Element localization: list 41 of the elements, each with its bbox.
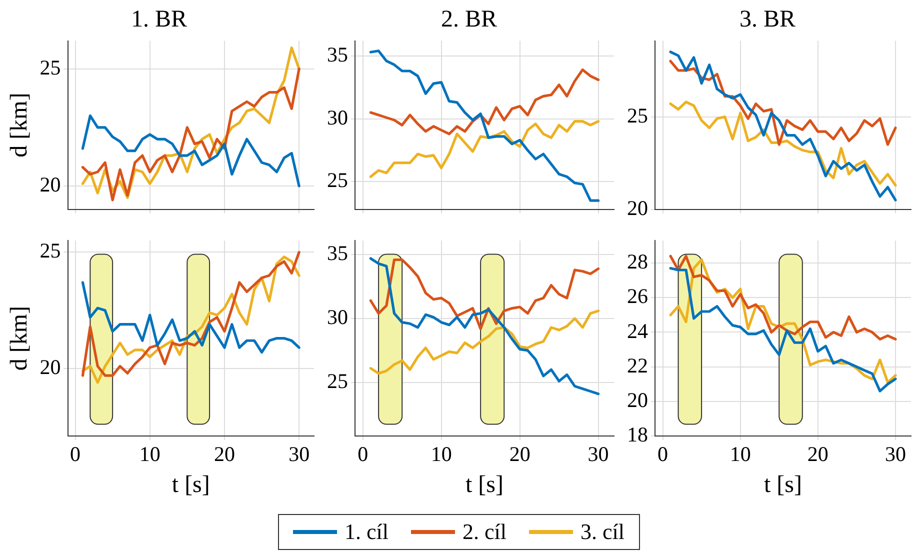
chart-title: 3. BR	[739, 6, 796, 33]
legend-label: 3. cíl	[580, 519, 624, 545]
y-tick-label: 25	[627, 103, 648, 128]
x-tick-label: 30	[288, 442, 310, 466]
y-tick-label: 25	[40, 238, 61, 263]
y-tick-label: 30	[327, 305, 348, 330]
y-tick-label: 24	[627, 318, 648, 343]
y-tick-label: 20	[40, 172, 61, 196]
y-tick-label: 35	[327, 241, 348, 266]
x-tick-label: 0	[358, 442, 368, 466]
y-tick-label: 20	[627, 196, 648, 220]
y-tick-label: 25	[327, 368, 348, 393]
x-tick-label: 0	[658, 442, 668, 466]
y-tick-label: 18	[627, 422, 648, 447]
x-tick-label: 20	[214, 442, 235, 466]
y-tick-label: 26	[627, 284, 648, 308]
x-axis-title: t [s]	[172, 472, 210, 498]
y-tick-label: 28	[627, 250, 648, 274]
y-tick-label: 30	[327, 105, 348, 130]
x-tick-label: 20	[807, 442, 828, 466]
x-tick-label: 10	[139, 442, 160, 466]
x-axis-title: t [s]	[764, 472, 802, 498]
y-tick-label: 22	[627, 353, 648, 378]
x-tick-label: 10	[730, 442, 751, 466]
x-tick-label: 30	[884, 442, 906, 466]
legend-label: 1. cíl	[344, 519, 388, 545]
y-axis-title: d [km]	[6, 92, 33, 158]
y-tick-label: 20	[40, 355, 61, 380]
chart-title: 1. BR	[130, 6, 188, 33]
y-tick-label: 35	[327, 42, 348, 66]
chart-title: 2. BR	[440, 6, 498, 33]
y-axis-title: d [km]	[6, 306, 33, 371]
x-tick-label: 30	[588, 442, 609, 466]
y-tick-label: 25	[40, 55, 61, 80]
y-tick-label: 25	[327, 168, 348, 192]
y-tick-label: 20	[627, 388, 648, 412]
x-tick-label: 10	[430, 442, 452, 466]
legend-label: 2. cíl	[462, 519, 506, 545]
x-tick-label: 20	[509, 442, 530, 466]
x-tick-label: 0	[70, 442, 81, 466]
x-axis-title: t [s]	[466, 472, 504, 498]
